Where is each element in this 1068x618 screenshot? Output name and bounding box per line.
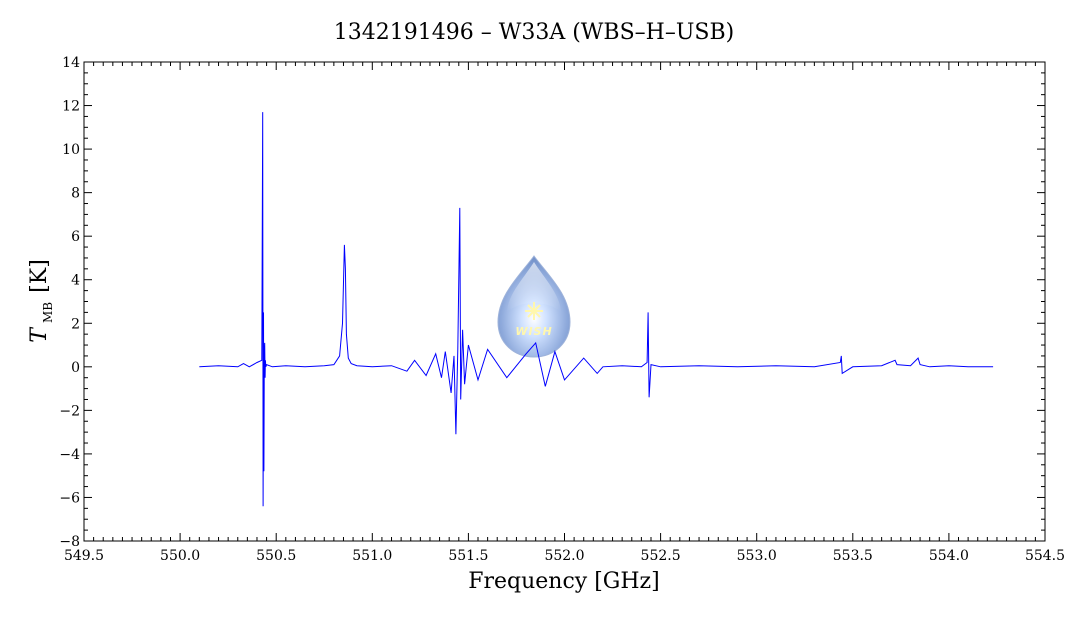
wish-logo: WISH [497, 255, 571, 358]
spectrum-series-line [199, 112, 994, 507]
y-axis-label-symbol: T [27, 326, 52, 343]
y-axis-label-subscript: MB [41, 302, 55, 323]
star-icon [525, 302, 543, 320]
x-tick-label: 549.5 [64, 548, 104, 564]
y-tick-labels: −8 −6 −4 −2 0 2 4 6 8 10 12 14 [59, 55, 80, 550]
y-tick-label: −6 [59, 490, 80, 506]
x-tick-label: 550.0 [160, 548, 200, 564]
chart-title: 1342191496 – W33A (WBS–H–USB) [334, 20, 734, 45]
y-tick-label: −2 [59, 403, 80, 419]
y-tick-label: −8 [59, 534, 80, 550]
x-tick-label: 554.0 [929, 548, 969, 564]
x-tick-label: 553.0 [737, 548, 777, 564]
y-tick-label: −4 [59, 447, 80, 463]
y-tick-label: 6 [71, 229, 80, 245]
x-tick-labels: 549.5 550.0 550.5 551.0 551.5 552.0 552.5 553.0… [64, 548, 1065, 564]
x-axis-label: Frequency [GHz] [468, 569, 660, 594]
x-tick-label: 553.5 [833, 548, 873, 564]
wish-logo-text: WISH [515, 325, 552, 338]
y-axis-label-unit: [K] [27, 259, 52, 293]
y-tick-label: 0 [71, 360, 80, 376]
y-axis-label: T MB [K] [27, 259, 56, 343]
y-tick-label: 12 [62, 99, 80, 115]
y-tick-label: 8 [71, 186, 80, 202]
x-tick-label: 550.5 [256, 548, 296, 564]
y-tick-label: 10 [62, 142, 80, 158]
wish-logo-shine [507, 262, 561, 312]
axis-ticks [83, 61, 1046, 542]
svg-text:T MB [K]: T MB [K] [27, 259, 56, 343]
y-tick-label: 2 [71, 316, 80, 332]
x-tick-label: 552.0 [544, 548, 584, 564]
x-tick-label: 551.5 [448, 548, 488, 564]
y-tick-label: 14 [62, 55, 80, 71]
y-tick-label: 4 [71, 273, 80, 289]
x-tick-label: 551.0 [352, 548, 392, 564]
x-tick-label: 554.5 [1025, 548, 1065, 564]
x-tick-label: 552.5 [641, 548, 681, 564]
